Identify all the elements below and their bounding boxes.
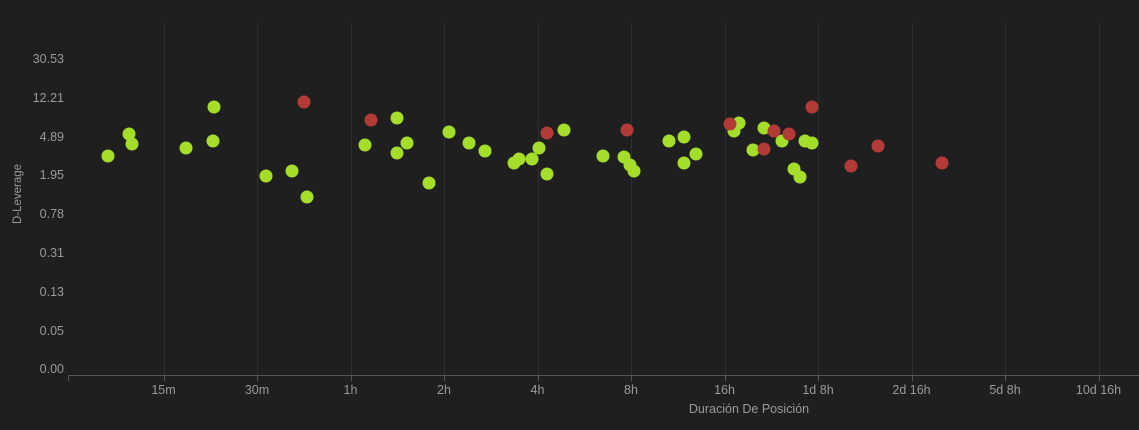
x-tick-label: 30m [244, 383, 270, 397]
data-point-green[interactable] [259, 169, 273, 183]
y-tick-label: 12.21 [32, 90, 64, 105]
data-point-red[interactable] [805, 100, 819, 114]
x-gridline [724, 22, 726, 375]
data-point-green[interactable] [179, 141, 193, 155]
y-axis-title: D-Leverage [12, 163, 24, 225]
x-tick-label: 2h [437, 383, 451, 397]
x-tick-mark [350, 375, 352, 381]
data-point-green[interactable] [101, 149, 115, 163]
data-point-green[interactable] [122, 127, 136, 141]
x-axis-title: Duración De Posición [688, 402, 810, 416]
x-tick-label: 1d 8h [802, 383, 834, 397]
data-point-green[interactable] [206, 134, 220, 148]
x-gridline [1005, 22, 1006, 375]
data-point-red[interactable] [723, 117, 737, 131]
data-point-green[interactable] [596, 149, 610, 163]
data-point-green[interactable] [442, 125, 455, 139]
x-gridline [163, 22, 165, 375]
data-point-red[interactable] [767, 124, 781, 138]
x-tick-label: 4h [530, 383, 545, 397]
x-gridline [350, 22, 352, 375]
x-gridline [257, 22, 258, 375]
data-point-green[interactable] [746, 143, 760, 157]
data-point-green[interactable] [627, 164, 641, 178]
y-tick-label: 4.89 [39, 129, 64, 144]
x-gridline [444, 22, 445, 375]
y-tick-label: 30.53 [32, 52, 64, 66]
x-tick-label: 5d 8h [989, 383, 1021, 397]
data-point-green[interactable] [757, 121, 771, 135]
data-point-green[interactable] [793, 170, 806, 184]
data-point-green[interactable] [662, 134, 676, 148]
y-tick-label: 1.95 [39, 168, 64, 183]
x-tick-mark [1098, 375, 1100, 381]
data-point-green[interactable] [390, 146, 404, 160]
x-tick-label: 2d 16h [892, 383, 931, 397]
data-point-green[interactable] [462, 136, 476, 150]
data-point-green[interactable] [689, 147, 703, 161]
data-point-red[interactable] [782, 127, 796, 141]
data-point-green[interactable] [125, 137, 139, 151]
x-gridline [631, 22, 632, 375]
x-tick-mark [1005, 375, 1006, 381]
data-point-red[interactable] [871, 139, 885, 153]
x-tick-mark [444, 375, 445, 381]
x-tick-mark [537, 375, 539, 381]
x-tick-mark [163, 375, 165, 381]
data-point-red[interactable] [844, 159, 858, 173]
data-point-green[interactable] [207, 100, 221, 114]
x-tick-label: 10d 16h [1075, 383, 1122, 397]
data-point-green[interactable] [557, 123, 571, 137]
x-tick-label: 1h [343, 383, 358, 397]
data-point-green[interactable] [390, 111, 404, 125]
data-point-green[interactable] [478, 144, 492, 158]
x-tick-mark [818, 375, 819, 381]
data-point-green[interactable] [512, 152, 526, 166]
data-point-green[interactable] [525, 152, 539, 166]
data-point-green[interactable] [300, 190, 314, 204]
x-gridline [818, 22, 819, 375]
data-point-green[interactable] [422, 176, 435, 190]
data-point-red[interactable] [757, 142, 771, 156]
x-tick-label: 8h [624, 383, 638, 397]
data-point-green[interactable] [285, 164, 299, 178]
x-axis-line [68, 375, 1139, 376]
x-tick-mark [911, 375, 913, 381]
data-point-red[interactable] [297, 95, 311, 109]
data-point-red[interactable] [935, 156, 949, 170]
x-tick-mark [724, 375, 726, 381]
x-tick-mark [631, 375, 632, 381]
y-tick-label: 0.31 [39, 246, 64, 260]
y-tick-label: 0.78 [39, 207, 64, 222]
data-point-green[interactable] [532, 141, 545, 155]
x-tick-mark [257, 375, 258, 381]
x-gridline [911, 22, 913, 375]
x-gridline [537, 22, 539, 375]
data-point-green[interactable] [677, 156, 691, 170]
y-tick-label: 0.13 [39, 284, 64, 299]
x-gridline [1098, 22, 1100, 375]
y-tick-label: 0.05 [39, 323, 64, 338]
data-point-green[interactable] [400, 136, 414, 150]
data-point-green[interactable] [540, 167, 553, 181]
x-axis-start-tick [68, 375, 69, 381]
data-point-red[interactable] [364, 113, 378, 127]
data-point-green[interactable] [805, 136, 819, 150]
data-point-red[interactable] [540, 126, 553, 140]
data-point-red[interactable] [620, 123, 634, 137]
y-tick-label: 0.00 [39, 362, 64, 377]
x-tick-label: 15m [151, 383, 176, 397]
x-tick-label: 16h [714, 383, 735, 397]
data-point-green[interactable] [358, 138, 372, 152]
data-point-green[interactable] [677, 130, 691, 144]
